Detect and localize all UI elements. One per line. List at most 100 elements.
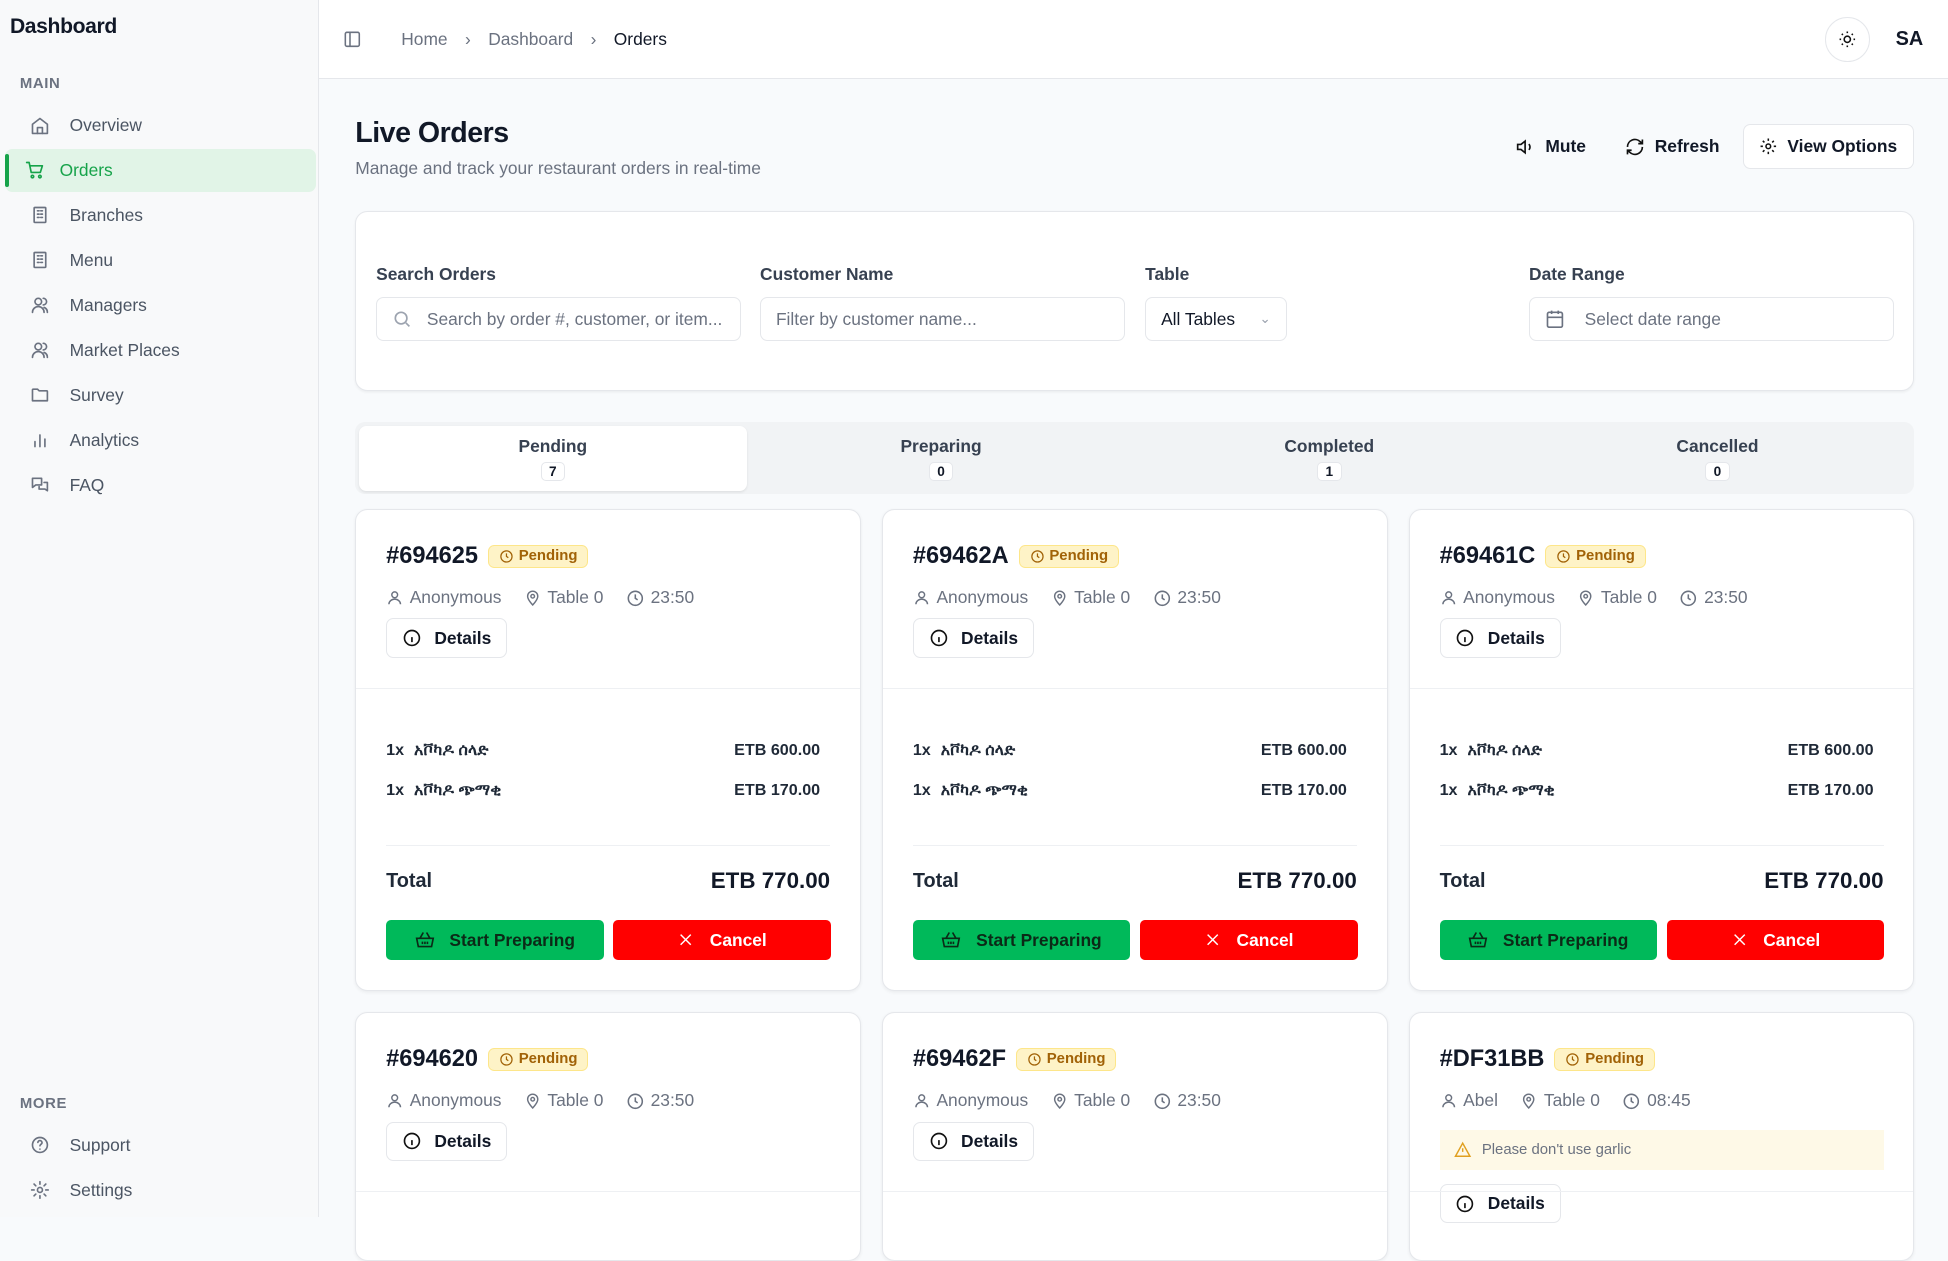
- messages-icon: [31, 477, 49, 492]
- customer-name: Anonymous: [936, 1090, 1029, 1111]
- close-icon: [1207, 934, 1219, 946]
- gear-icon: [1760, 138, 1776, 155]
- start-preparing-button[interactable]: Start Preparing: [912, 920, 1131, 961]
- customer-name: Anonymous: [409, 587, 502, 608]
- details-label: Details: [1487, 1193, 1545, 1214]
- table-number: Table 0: [1074, 587, 1131, 608]
- item-price: ETB 170.00: [1787, 781, 1874, 800]
- order-card: #694620 Pending Anonymous Table 0 23:50 Detai…: [355, 1012, 861, 1261]
- filters-card: Search Orders Search by order #, custome…: [355, 211, 1915, 392]
- tab-preparing[interactable]: Preparing 0: [747, 426, 1135, 491]
- order-total: Total ETB 770.00: [913, 868, 1357, 894]
- table-select[interactable]: All Tables ⌄: [1145, 296, 1287, 342]
- breadcrumb-orders: Orders: [613, 28, 667, 49]
- start-preparing-button[interactable]: Start Preparing: [386, 920, 604, 961]
- sidebar-item-label: Overview: [69, 114, 142, 135]
- section-label-main: MAIN: [19, 75, 61, 92]
- divider: [1409, 1191, 1914, 1193]
- order-id: #694625: [386, 542, 478, 569]
- avatar[interactable]: SA: [1895, 28, 1924, 51]
- sidebar-item-survey[interactable]: Survey: [5, 374, 316, 416]
- sun-icon: [1839, 31, 1856, 48]
- sidebar-item-managers[interactable]: Managers: [5, 284, 316, 326]
- order-item: 1x አቮካዶ ሰላድ ETB 600.00: [913, 741, 1347, 760]
- order-total: Total ETB 770.00: [386, 868, 830, 894]
- divider: [356, 687, 860, 690]
- table-label: Table: [1145, 264, 1190, 285]
- item-qty: 1x: [1439, 741, 1458, 760]
- users-icon: [31, 297, 49, 314]
- order-item: 1x አቮካዶ ጭማቂ ETB 170.00: [386, 781, 820, 800]
- date-range-picker[interactable]: Select date range: [1529, 296, 1895, 342]
- tab-completed[interactable]: Completed 1: [1135, 426, 1523, 491]
- tab-cancelled[interactable]: Cancelled 0: [1524, 426, 1912, 491]
- customer-name: Abel: [1463, 1090, 1498, 1111]
- sidebar-toggle-icon[interactable]: [343, 30, 363, 50]
- item-name: አቮካዶ ጭማቂ: [940, 781, 1029, 800]
- item-name: አቮካዶ ሰላድ: [413, 741, 489, 760]
- table-select-value: All Tables: [1161, 308, 1236, 329]
- breadcrumb: Home › Dashboard › Orders: [401, 29, 667, 50]
- details-button[interactable]: Details: [912, 618, 1034, 659]
- details-label: Details: [961, 627, 1019, 648]
- status-badge: Pending: [487, 544, 589, 568]
- cancel-button[interactable]: Cancel: [1140, 920, 1358, 961]
- status-badge: Pending: [487, 1047, 589, 1071]
- mute-button[interactable]: Mute: [1516, 124, 1586, 169]
- status-badge: Pending: [1018, 544, 1120, 568]
- sidebar-item-branches[interactable]: Branches: [5, 194, 316, 236]
- sidebar-item-menu[interactable]: Menu: [5, 239, 316, 281]
- start-label: Start Preparing: [976, 929, 1102, 950]
- info-icon: [1457, 1195, 1474, 1212]
- refresh-button[interactable]: Refresh: [1625, 124, 1720, 169]
- sidebar-item-settings[interactable]: Settings: [5, 1169, 316, 1211]
- refresh-label: Refresh: [1654, 136, 1720, 157]
- customer-name: Anonymous: [409, 1090, 502, 1111]
- tab-pending[interactable]: Pending 7: [359, 426, 747, 491]
- divider: [1409, 687, 1914, 690]
- details-button[interactable]: Details: [386, 1121, 508, 1162]
- total-label: Total: [1439, 869, 1486, 892]
- start-preparing-button[interactable]: Start Preparing: [1439, 920, 1657, 961]
- sidebar-item-orders[interactable]: Orders: [4, 149, 316, 192]
- user-icon: [915, 591, 929, 605]
- sidebar-item-label: Survey: [69, 384, 124, 405]
- breadcrumb-home[interactable]: Home: [401, 28, 448, 49]
- sidebar-item-faq[interactable]: FAQ: [5, 464, 316, 506]
- search-input[interactable]: Search by order #, customer, or item...: [376, 296, 742, 342]
- cancel-label: Cancel: [1236, 929, 1294, 950]
- sidebar-item-support[interactable]: Support: [5, 1124, 316, 1166]
- table-number: Table 0: [1074, 1090, 1131, 1111]
- view-options-button[interactable]: View Options: [1742, 124, 1915, 169]
- divider: [883, 1191, 1387, 1193]
- details-label: Details: [434, 627, 492, 648]
- details-button[interactable]: Details: [1439, 1183, 1561, 1224]
- info-icon: [403, 629, 421, 647]
- cancel-button[interactable]: Cancel: [1666, 920, 1885, 961]
- sidebar-item-label: Support: [69, 1134, 131, 1155]
- customer-name: Anonymous: [1463, 587, 1555, 608]
- home-icon: [31, 117, 49, 134]
- order-card: #694625 Pending Anonymous Table 0 23:50 Detai…: [355, 509, 861, 992]
- sidebar-item-analytics[interactable]: Analytics: [5, 419, 316, 461]
- tab-count-badge: 0: [1705, 462, 1730, 482]
- order-card: #DF31BB Pending Abel Table 0 08:45 Please don…: [1408, 1012, 1915, 1261]
- details-button[interactable]: Details: [1439, 618, 1561, 659]
- theme-toggle-button[interactable]: [1824, 17, 1870, 63]
- total-value: ETB 770.00: [1764, 868, 1884, 894]
- order-time: 23:50: [650, 587, 695, 608]
- divider: [356, 1191, 860, 1193]
- sidebar: Dashboard MAIN Overview Orders Branches Men…: [0, 0, 320, 1218]
- details-button[interactable]: Details: [386, 618, 508, 659]
- order-card: #69462A Pending Anonymous Table 0 23:50 Detai…: [882, 509, 1388, 992]
- sidebar-item-market-places[interactable]: Market Places: [5, 329, 316, 371]
- order-total: Total ETB 770.00: [1440, 868, 1884, 894]
- customer-name-input[interactable]: Filter by customer name...: [760, 296, 1126, 342]
- sidebar-item-overview[interactable]: Overview: [5, 104, 316, 146]
- user-icon: [915, 1094, 929, 1108]
- order-time: 23:50: [1177, 1090, 1221, 1111]
- close-icon: [680, 934, 692, 946]
- cancel-button[interactable]: Cancel: [613, 920, 831, 961]
- breadcrumb-dashboard[interactable]: Dashboard: [488, 28, 574, 49]
- details-button[interactable]: Details: [912, 1121, 1034, 1162]
